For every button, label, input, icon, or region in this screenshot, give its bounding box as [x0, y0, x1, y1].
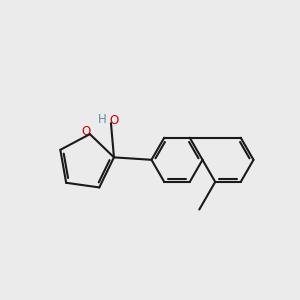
Text: O: O: [110, 114, 119, 127]
Text: H: H: [98, 113, 106, 126]
Text: O: O: [82, 125, 91, 138]
